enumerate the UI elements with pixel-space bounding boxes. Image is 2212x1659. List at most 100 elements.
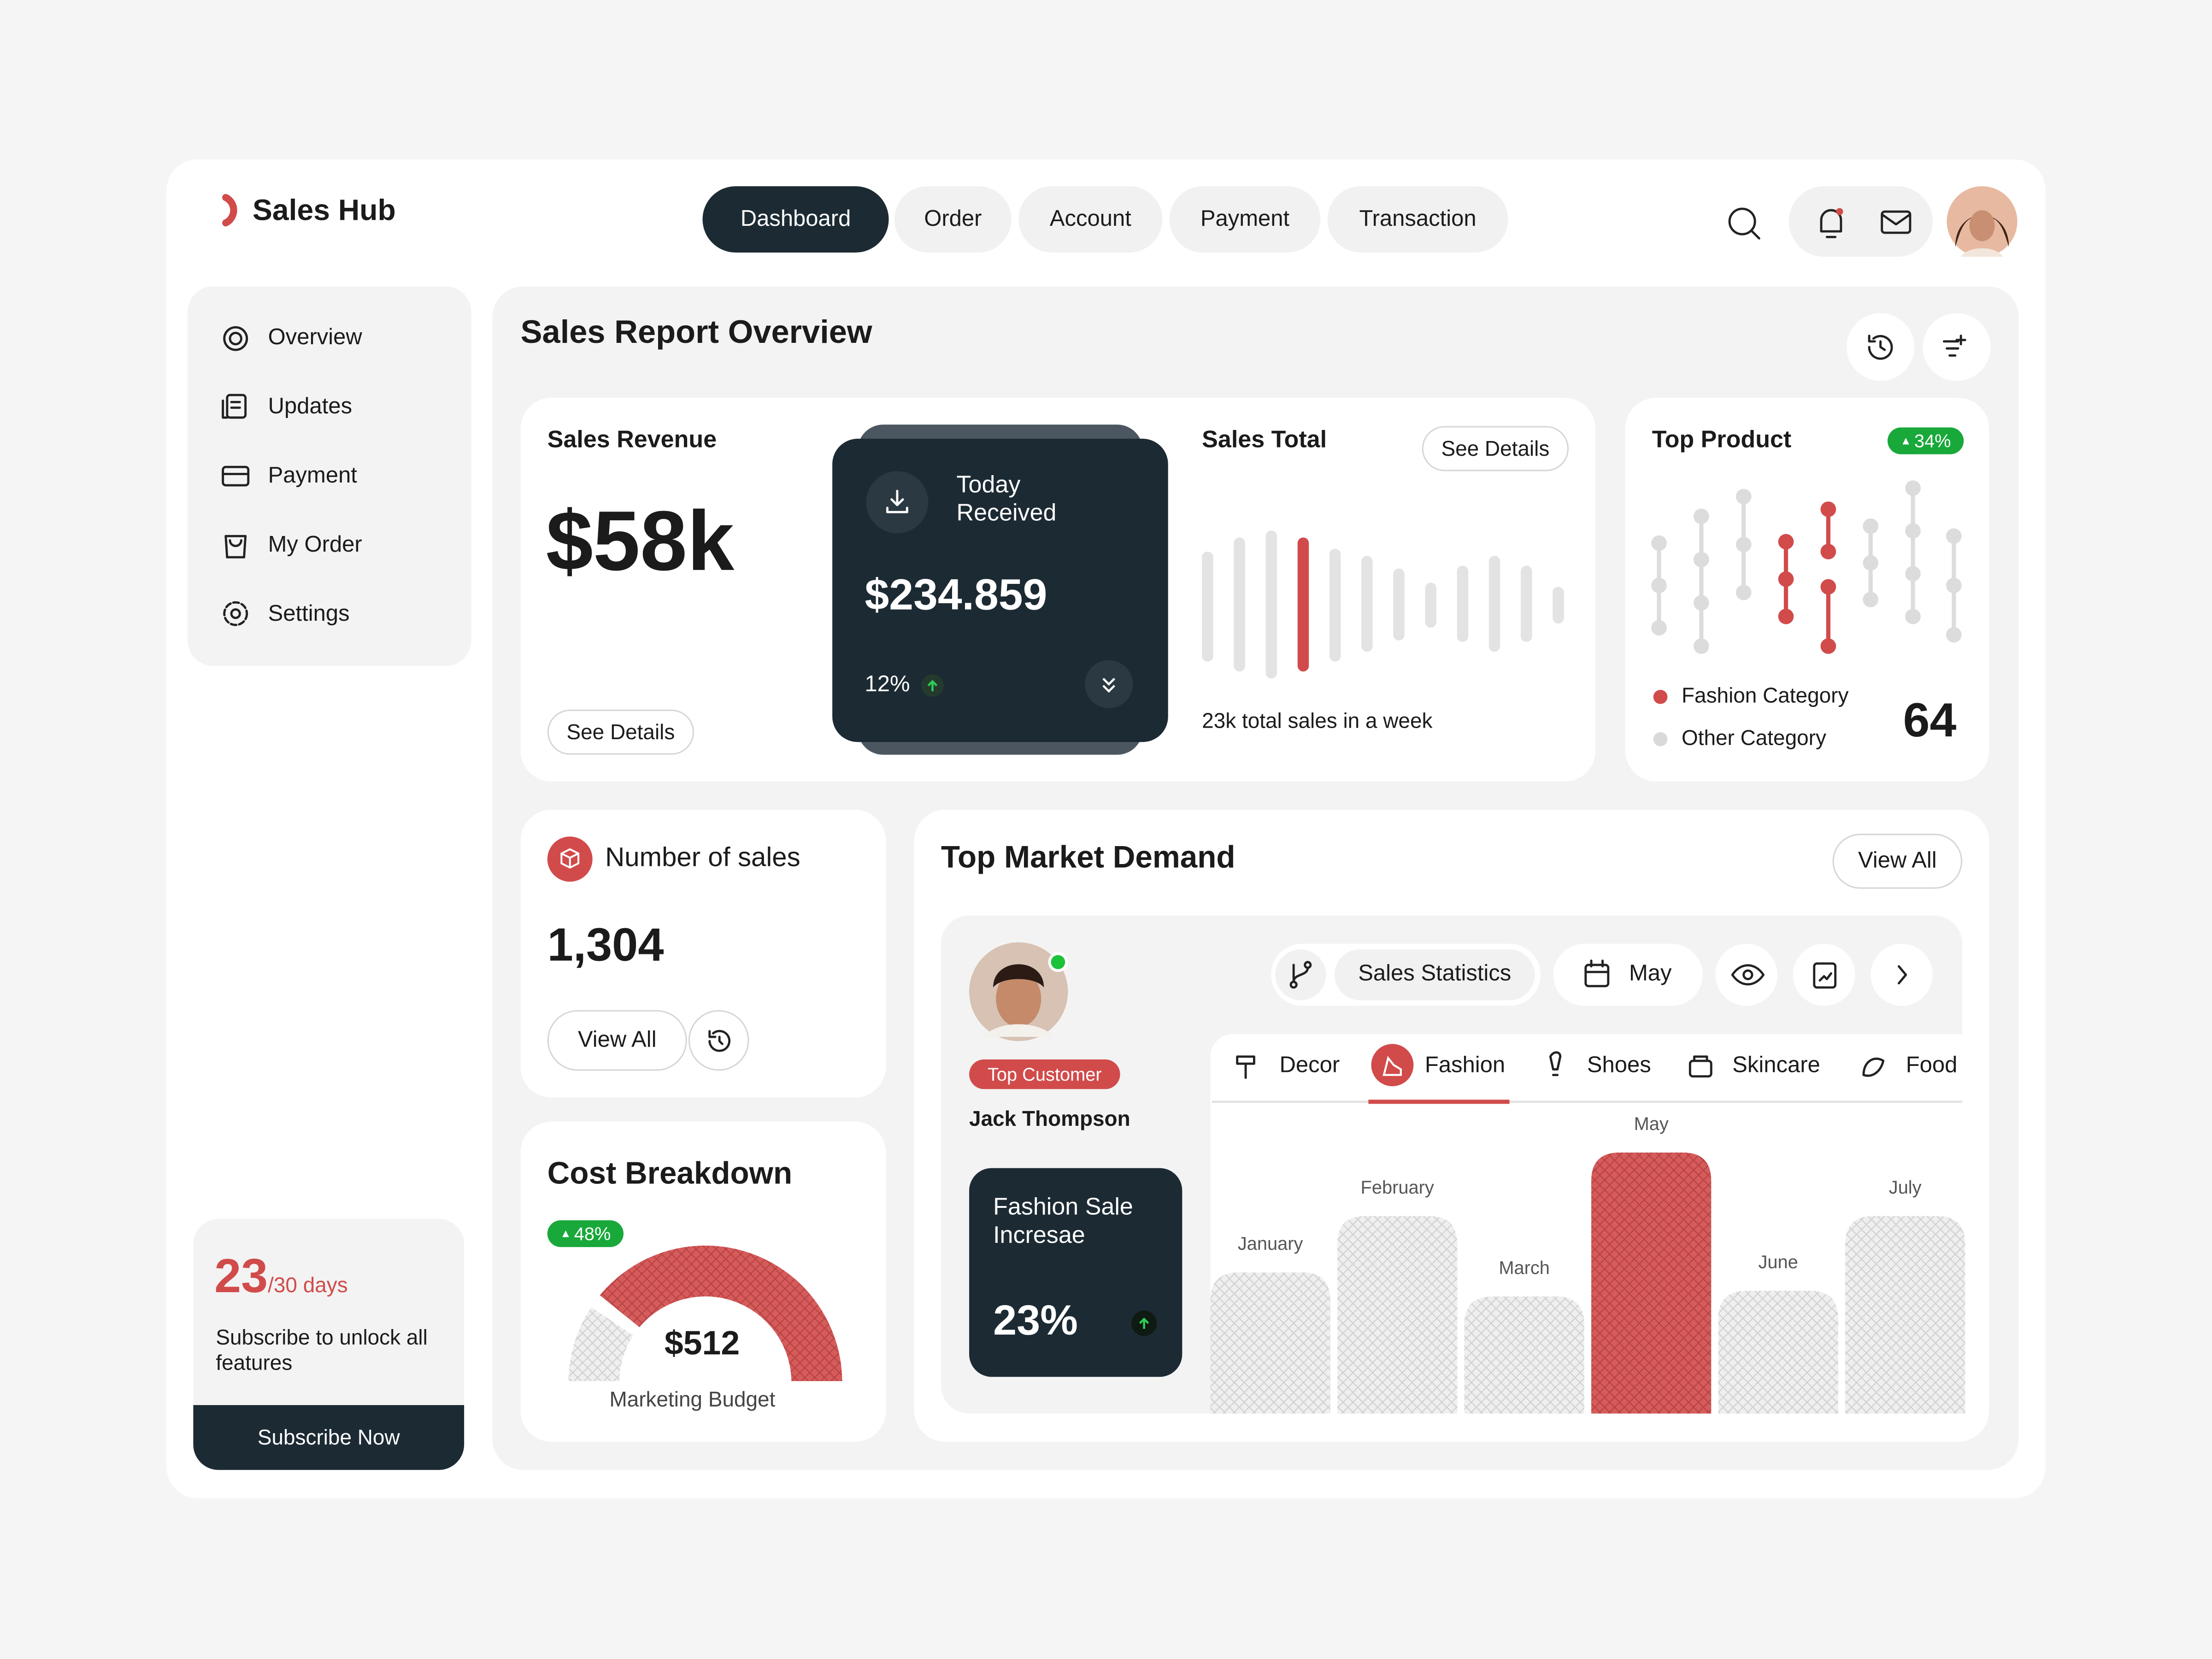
sales-total-caption: 23k total sales in a week [1202,709,1433,734]
fashion-icon [1382,1056,1402,1076]
view-all-button[interactable]: View All [547,1010,687,1071]
days-total: /30 days [268,1274,348,1298]
filter-button[interactable] [1923,313,1991,381]
page-title: Sales Report Overview [520,313,872,350]
slider-dot [1651,577,1667,594]
demand-bar [1464,1296,1584,1414]
legend-label: Other Category [1681,726,1826,751]
month-label: May [1634,1114,1669,1134]
slider-dot [1651,535,1667,551]
expand-icon [1102,677,1115,693]
gauge-marketing [596,1242,845,1384]
payment-icon [222,465,250,487]
slider-dot [1778,534,1794,550]
history-icon [1868,335,1893,360]
menu-item[interactable]: Payment [268,464,357,488]
category-tab[interactable]: Fashion [1424,1053,1506,1078]
month-button[interactable]: May [1553,943,1703,1006]
slider-dot [1694,595,1709,611]
overview-icon [223,326,248,351]
category-tab[interactable]: Food [1906,1053,1958,1078]
food-icon [1862,1057,1885,1077]
cost-label: Marketing Budget [609,1388,776,1412]
menu-item[interactable]: Overview [268,326,362,350]
category-tab[interactable]: Skincare [1732,1053,1820,1078]
next-button[interactable] [1871,943,1933,1006]
slider-dot [1735,488,1752,505]
chevron-icon [1897,965,1907,985]
nav-tab[interactable]: Payment [1169,186,1321,253]
category-tab[interactable]: Decor [1279,1053,1340,1078]
see-details-button[interactable]: See Details [547,709,694,755]
card-title: Number of sales [605,843,800,873]
logo [199,189,237,232]
slider-dot [1905,608,1921,624]
menu-item[interactable]: My Order [268,533,362,558]
badge-text: 48% [574,1223,611,1244]
up-arrow [927,680,938,691]
filter-icon [1942,335,1966,357]
view-button[interactable] [1715,943,1778,1006]
promo-title: Fashion Sale Incresae [993,1193,1133,1249]
box-icon [560,848,580,869]
card-title: Today Received [956,471,1057,527]
demand-bar [1210,1272,1330,1414]
customer-badge: Top Customer [969,1059,1120,1089]
menu-item[interactable]: Settings [268,602,350,627]
month-label: January [1238,1234,1303,1254]
user-avatar[interactable] [1947,186,2018,257]
shoes-icon [1549,1051,1562,1077]
promo-card [969,1168,1182,1377]
category-tab[interactable]: Shoes [1587,1053,1651,1078]
statistics-button[interactable]: Sales Statistics [1334,949,1535,1000]
settings-icon [223,601,248,626]
slider-dot [1778,608,1794,624]
slider-dot [1863,555,1879,571]
top-product-sliders [1651,480,1962,654]
card-title: Top Market Demand [941,839,1235,875]
bell-icon [1820,208,1843,238]
promo-value: 23% [993,1298,1078,1345]
legend-label: Fashion Category [1681,684,1849,708]
card-title: Cost Breakdown [547,1155,793,1191]
nav-tab[interactable]: Transaction [1327,186,1508,253]
sales-total-bars [1202,530,1564,679]
nav-tab[interactable]: Account [1018,186,1163,253]
search-icon [1728,207,1760,240]
card-title: Sales Revenue [547,426,717,453]
order-icon [224,535,247,559]
up-arrow: ▲ [560,1227,571,1240]
growth-badge: ▲ 48% [547,1220,624,1247]
view-all-button[interactable]: View All [1832,834,1963,889]
slider-dot [1820,544,1836,559]
nav-tab[interactable]: Dashboard [702,186,889,253]
month-label: July [1889,1177,1922,1198]
month-label: February [1361,1177,1434,1198]
online-dot [1048,952,1068,972]
slider-dot [1820,638,1836,654]
sales-count: 1,304 [547,918,664,971]
nav-tab[interactable]: Order [894,186,1012,253]
slider-dot [1820,579,1836,595]
slider-dot [1905,480,1921,496]
slider-dot [1694,638,1709,654]
report-icon [1813,962,1837,989]
slider-dot [1735,536,1752,553]
slider-dot [1735,584,1752,600]
chart-area [1210,1034,1967,1414]
active-tab-bubble [1371,1044,1414,1087]
menu-item[interactable]: Updates [268,395,353,419]
slider-dot [1946,528,1962,544]
report-button[interactable] [1793,943,1855,1006]
cost-amount: $512 [664,1324,740,1363]
product-count: 64 [1903,694,1957,748]
subscribe-button[interactable]: Subscribe Now [193,1405,465,1470]
see-details-button[interactable]: See Details [1422,426,1569,471]
calendar-icon [1584,959,1610,988]
days-used: 23 [214,1250,268,1304]
slider-dot [1778,571,1794,587]
history-icon [708,1030,731,1052]
month-label: June [1759,1252,1798,1272]
